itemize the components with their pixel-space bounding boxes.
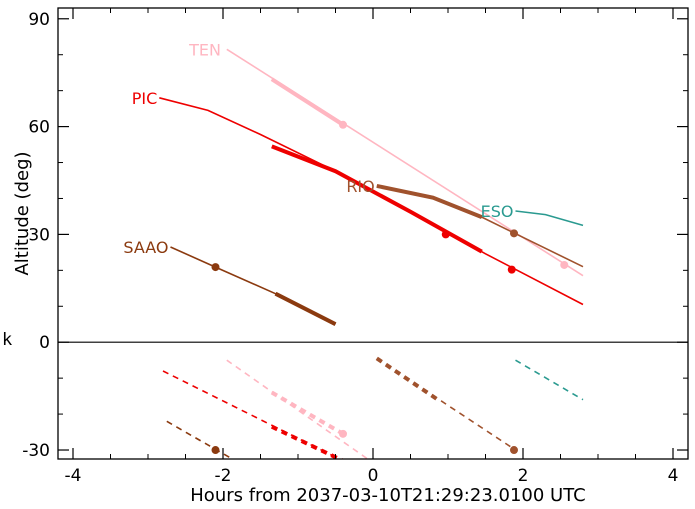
series-pic — [159, 97, 584, 459]
series-label-pic: PIC — [132, 89, 158, 108]
series-observable-segment — [376, 183, 483, 219]
series-observable-segment — [274, 291, 337, 326]
series-line — [515, 210, 584, 227]
series-ten — [226, 48, 584, 459]
series-eso — [515, 210, 584, 401]
plot-frame — [57, 7, 689, 460]
series-marker — [339, 429, 347, 438]
left-edge-fragment-text: k — [2, 330, 12, 350]
series-label-eso: ESO — [481, 202, 514, 221]
series-line — [159, 97, 584, 306]
series-marker — [339, 120, 347, 129]
series-label-rio: RIO — [346, 177, 374, 196]
series-layer — [159, 48, 584, 459]
series-rio — [375, 183, 584, 455]
series-marker — [510, 229, 518, 238]
series-below-horizon-segment — [270, 424, 344, 459]
series-below-horizon-segment — [270, 390, 345, 436]
y-tick-label: 30 — [28, 225, 50, 245]
series-label-saao: SAAO — [123, 238, 168, 257]
x-tick-label: 4 — [668, 466, 679, 486]
series-marker — [211, 446, 220, 455]
series-line — [376, 185, 584, 268]
x-axis-title: Hours from 2037-03-10T21:29:23.0100 UTC — [190, 485, 585, 506]
x-tick-label: 2 — [518, 466, 529, 486]
series-marker — [441, 230, 450, 239]
x-tick-label: 0 — [368, 466, 379, 486]
series-marker — [510, 446, 518, 455]
tick-layer — [58, 8, 688, 459]
y-tick-label: 0 — [39, 333, 50, 353]
series-observable-segment — [270, 77, 345, 127]
series-label-ten: TEN — [188, 40, 221, 59]
series-marker — [211, 263, 220, 272]
series-saao — [166, 246, 337, 459]
y-axis-title: Altitude (deg) — [12, 151, 33, 275]
label-layer: -4 -2 0 2 4 -30 0 30 60 90 TEN PIC RIO ESO SAAO — [22, 10, 678, 486]
series-marker — [507, 265, 516, 274]
series-observable-segment — [271, 144, 483, 254]
series-below-horizon-segment — [375, 356, 442, 404]
x-tick-label: -4 — [65, 466, 82, 486]
series-below-horizon-line — [226, 359, 370, 459]
series-marker — [560, 260, 569, 269]
y-tick-label: 90 — [28, 10, 50, 30]
y-tick-label: 60 — [28, 118, 50, 138]
x-tick-label: -2 — [215, 466, 232, 486]
y-tick-label: -30 — [22, 441, 50, 461]
series-below-horizon-line — [515, 359, 584, 401]
